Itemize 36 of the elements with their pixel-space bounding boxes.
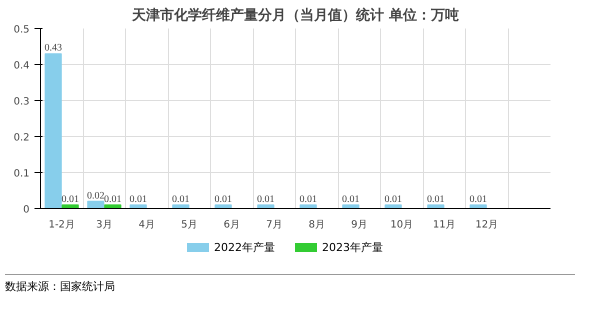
data-label: 0.01	[342, 194, 360, 205]
data-label: 0.01	[300, 194, 317, 205]
data-label: 0.01	[172, 194, 190, 205]
bar	[44, 53, 62, 208]
source-note: 数据来源：国家统计局	[5, 274, 575, 295]
x-tick-label: 10月	[390, 220, 414, 230]
x-tick-label: 8月	[308, 220, 325, 230]
x-tick-label: 3月	[96, 220, 112, 230]
data-label: 0.01	[104, 194, 122, 205]
data-label: 0.02	[87, 190, 104, 202]
y-tick-label: 0.4	[14, 60, 30, 72]
legend-label: 2022年产量	[213, 240, 275, 256]
x-tick-label: 1-2月	[48, 220, 75, 230]
data-label: 0.01	[257, 194, 274, 205]
x-tick-label: 12月	[475, 220, 498, 230]
y-tick-label: 0.2	[14, 132, 30, 144]
y-tick-label: 0.5	[14, 24, 30, 36]
x-tick-label: 9月	[351, 220, 368, 230]
data-label: 0.01	[427, 194, 444, 205]
bar	[87, 200, 104, 208]
y-tick-label: 0	[23, 204, 30, 216]
data-label: 0.01	[214, 194, 232, 205]
x-tick-label: 6月	[224, 220, 240, 230]
y-tick-label: 0.1	[14, 168, 30, 180]
data-label: 0.01	[470, 194, 487, 205]
x-tick-label: 7月	[266, 220, 282, 230]
chart-title: 天津市化学纤维产量分月（当月值）统计 单位：万吨	[131, 6, 459, 24]
data-label: 0.43	[44, 42, 62, 54]
data-label: 0.01	[384, 194, 402, 205]
x-tick-label: 4月	[138, 220, 155, 230]
y-tick-label: 0.3	[14, 96, 30, 108]
x-tick-label: 5月	[181, 220, 198, 230]
data-label: 0.01	[62, 194, 79, 205]
legend-label: 2023年产量	[321, 240, 383, 256]
x-tick-label: 11月	[432, 220, 456, 230]
data-label: 0.01	[130, 194, 147, 205]
